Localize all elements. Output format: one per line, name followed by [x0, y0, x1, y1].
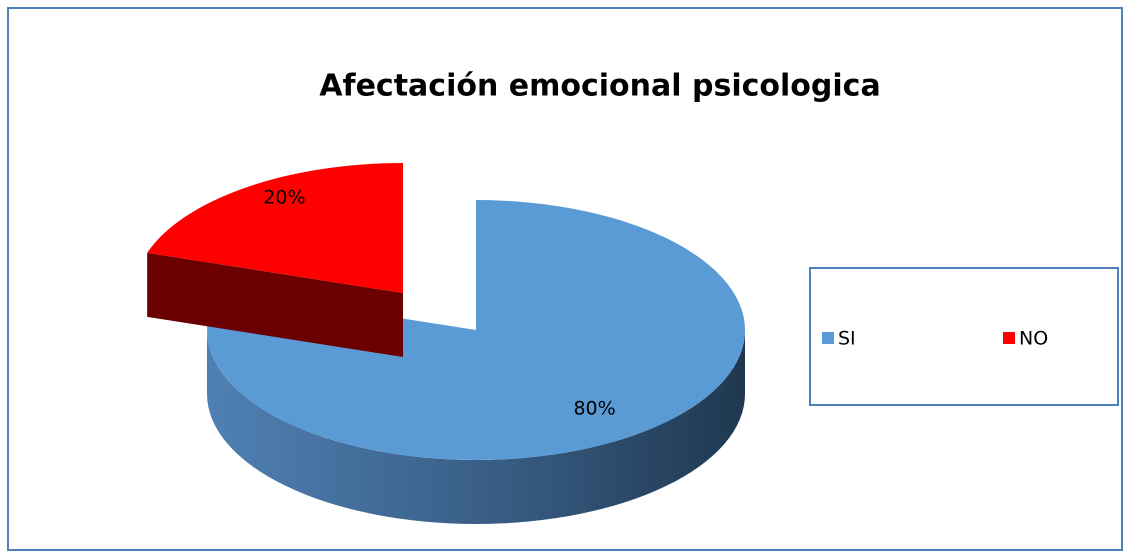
- legend-label: SI: [838, 328, 856, 350]
- legend-swatch: [822, 332, 834, 344]
- data-label: 20%: [263, 187, 305, 209]
- slice: [206, 200, 745, 460]
- slice-wall: [207, 330, 745, 524]
- data-label: 80%: [573, 397, 615, 419]
- chart-title: Afectación emocional psicologica: [319, 69, 880, 104]
- legend-label: NO: [1019, 328, 1048, 350]
- legend-box: [809, 267, 1119, 406]
- legend: SI NO: [822, 328, 1048, 350]
- slice: [147, 163, 403, 293]
- slice-side: [147, 252, 403, 357]
- pie: 80% 20%: [147, 163, 745, 524]
- legend-swatch: [1003, 332, 1015, 344]
